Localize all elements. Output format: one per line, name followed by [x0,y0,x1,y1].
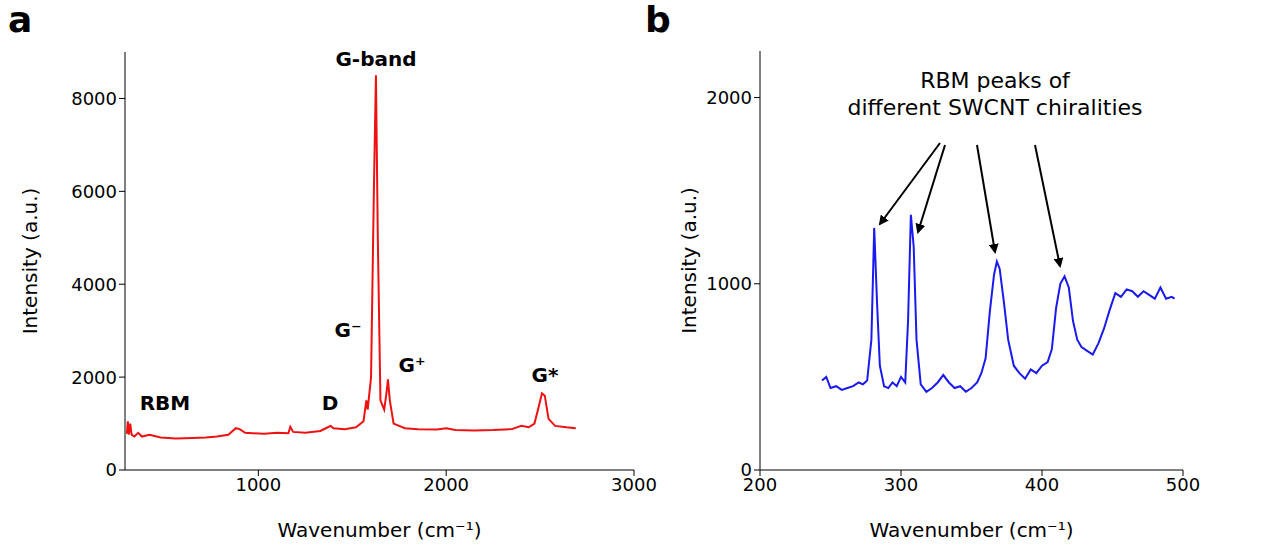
svg-text:a: a [8,0,32,40]
svg-text:b: b [645,0,671,40]
svg-text:1000: 1000 [235,474,281,495]
svg-text:0: 0 [106,459,117,480]
svg-text:6000: 6000 [71,181,117,202]
svg-text:4000: 4000 [71,274,117,295]
svg-text:2000: 2000 [423,474,469,495]
svg-text:RBM peaks of: RBM peaks of [920,68,1071,93]
svg-text:200: 200 [742,473,778,495]
svg-text:400: 400 [1025,474,1059,495]
svg-text:Wavenumber (cm⁻¹): Wavenumber (cm⁻¹) [870,518,1074,542]
svg-text:300: 300 [884,474,918,495]
svg-text:1000: 1000 [706,273,752,294]
svg-text:RBM: RBM [140,391,191,415]
svg-text:different SWCNT chiralities: different SWCNT chiralities [847,95,1142,120]
svg-text:500: 500 [1166,474,1200,495]
svg-text:G⁻: G⁻ [335,318,362,342]
svg-text:3000: 3000 [611,474,657,495]
svg-text:G-band: G-band [335,47,416,71]
svg-text:G*: G* [532,363,559,387]
svg-text:Wavenumber (cm⁻¹): Wavenumber (cm⁻¹) [278,518,482,542]
svg-text:0: 0 [741,459,752,480]
svg-text:8000: 8000 [71,88,117,109]
svg-text:Intensity (a.u.): Intensity (a.u.) [18,188,42,335]
svg-text:Intensity (a.u.): Intensity (a.u.) [677,187,701,334]
svg-text:2000: 2000 [706,87,752,108]
svg-text:G⁺: G⁺ [399,353,426,377]
svg-text:D: D [322,391,339,415]
svg-text:2000: 2000 [71,367,117,388]
